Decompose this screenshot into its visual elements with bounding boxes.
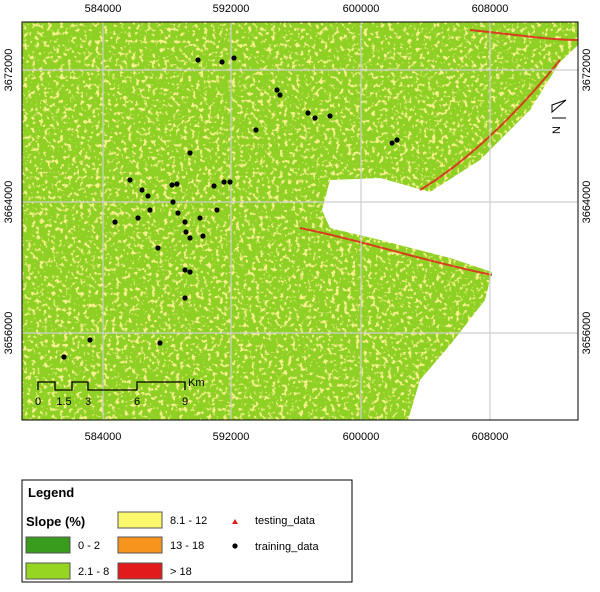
sea xyxy=(322,45,578,420)
y-tick-label: 3672000 xyxy=(3,49,15,92)
legend-title: Legend xyxy=(28,485,74,500)
legend-label: 0 - 2 xyxy=(78,540,100,552)
training-point xyxy=(170,199,176,205)
training-point xyxy=(135,215,141,221)
slope-title: Slope (%) xyxy=(26,514,85,529)
scale-unit: Km xyxy=(188,377,205,389)
training-point xyxy=(195,57,201,63)
north-label: N xyxy=(551,126,563,134)
training-point xyxy=(197,215,203,221)
training-point xyxy=(155,245,161,251)
training-point xyxy=(221,179,227,185)
legend-swatch xyxy=(25,536,71,554)
training-point xyxy=(187,269,193,275)
training-point xyxy=(112,219,118,225)
testing-symbol xyxy=(232,519,238,524)
training-point xyxy=(182,219,188,225)
training-point xyxy=(312,115,318,121)
training-point xyxy=(61,354,67,360)
training-point xyxy=(169,182,175,188)
training-point xyxy=(182,267,188,273)
y-tick-label: 3656000 xyxy=(581,312,593,355)
training-point xyxy=(231,55,237,61)
training-point xyxy=(147,207,153,213)
grid xyxy=(22,22,578,420)
scale-label: 3 xyxy=(85,396,91,408)
legend-label: > 18 xyxy=(170,566,192,578)
x-tick-label: 608000 xyxy=(472,431,509,443)
training-point xyxy=(214,207,220,213)
x-tick-label: 592000 xyxy=(213,431,250,443)
training-points xyxy=(61,55,400,360)
x-tick-label: 584000 xyxy=(85,431,122,443)
training-point xyxy=(187,235,193,241)
x-tick-label: 600000 xyxy=(343,3,380,15)
scale-label: 1.5 xyxy=(56,396,71,408)
legend-label: testing_data xyxy=(255,515,316,527)
scale-label: 9 xyxy=(182,396,188,408)
north-arrow xyxy=(551,99,567,119)
training-point xyxy=(274,87,280,93)
training-point xyxy=(187,150,193,156)
legend-label: training_data xyxy=(255,541,319,553)
training-point xyxy=(200,233,206,239)
legend-swatch xyxy=(117,511,163,529)
legend-swatch xyxy=(117,562,163,580)
training-point xyxy=(211,183,217,189)
x-tick-label: 592000 xyxy=(213,3,250,15)
x-tick-label: 608000 xyxy=(472,3,509,15)
training-symbol xyxy=(232,543,238,549)
training-point xyxy=(127,177,133,183)
training-point xyxy=(182,295,188,301)
training-point xyxy=(157,340,163,346)
training-point xyxy=(183,229,189,235)
scale-label: 0 xyxy=(35,396,41,408)
training-point xyxy=(174,181,180,187)
y-tick-label: 3656000 xyxy=(3,312,15,355)
legend-box xyxy=(21,479,353,583)
training-point xyxy=(389,140,395,146)
y-tick-label: 3664000 xyxy=(581,181,593,224)
legend-label: 13 - 18 xyxy=(170,540,204,552)
training-point xyxy=(87,337,93,343)
training-point xyxy=(227,179,233,185)
map-area xyxy=(22,22,578,420)
legend-label: 8.1 - 12 xyxy=(170,515,207,527)
training-point xyxy=(145,193,151,199)
training-point xyxy=(253,127,259,133)
training-point xyxy=(139,187,145,193)
legend-swatch xyxy=(117,536,163,554)
map-frame xyxy=(21,21,579,421)
training-point xyxy=(175,210,181,216)
training-point xyxy=(327,113,333,119)
legend-label: 2.1 - 8 xyxy=(78,566,109,578)
scale-bar xyxy=(37,381,186,391)
legend-swatch xyxy=(25,562,71,580)
training-point xyxy=(305,110,311,116)
training-point xyxy=(277,92,283,98)
training-point xyxy=(394,137,400,143)
training-point xyxy=(219,59,225,65)
x-tick-label: 600000 xyxy=(343,431,380,443)
y-tick-label: 3672000 xyxy=(581,49,593,92)
y-tick-label: 3664000 xyxy=(3,181,15,224)
x-tick-label: 584000 xyxy=(85,3,122,15)
scale-label: 6 xyxy=(134,396,140,408)
